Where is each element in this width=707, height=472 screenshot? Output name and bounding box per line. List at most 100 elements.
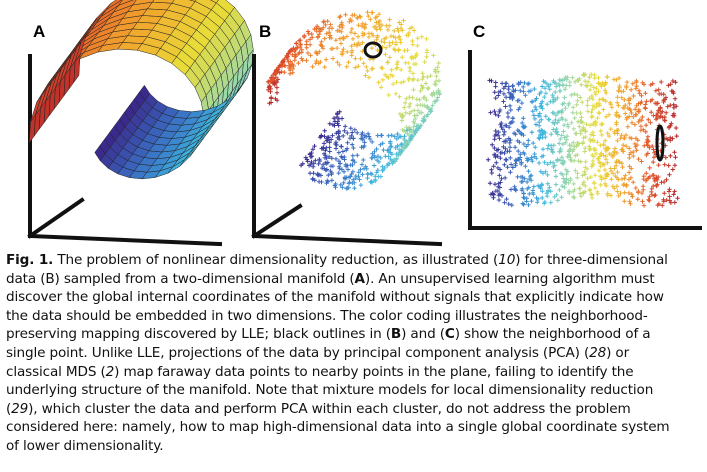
data-point [359, 132, 364, 137]
data-point [545, 188, 551, 193]
data-point [424, 36, 429, 42]
data-point [583, 129, 588, 134]
data-point [591, 133, 596, 138]
data-point [505, 110, 511, 116]
data-point [310, 176, 316, 181]
data-point [599, 132, 604, 138]
data-point [496, 113, 501, 118]
data-point [516, 148, 521, 154]
data-point [435, 65, 440, 70]
data-point [317, 135, 323, 140]
data-point [422, 59, 427, 65]
data-point [622, 176, 627, 181]
data-point [385, 27, 391, 32]
data-point [655, 116, 660, 121]
data-point [554, 158, 560, 163]
data-point [339, 20, 344, 25]
figure-1: A B C [27, 0, 702, 247]
data-point [375, 154, 381, 159]
caption-segment: 10 [498, 252, 516, 268]
data-point [400, 112, 405, 118]
data-point [364, 166, 369, 172]
data-point [357, 14, 362, 19]
data-point [591, 85, 596, 90]
data-point [529, 173, 534, 178]
data-point [343, 12, 348, 17]
data-point [592, 89, 598, 95]
data-point [436, 60, 441, 66]
data-point [496, 184, 501, 189]
data-point [580, 100, 585, 105]
data-point [330, 163, 336, 169]
data-point [538, 132, 543, 137]
data-point [421, 118, 426, 124]
data-point [532, 151, 537, 157]
data-point [279, 62, 284, 68]
data-point [343, 124, 348, 129]
data-point [436, 69, 441, 74]
data-point [365, 10, 370, 15]
mesh-cell [210, 0, 219, 4]
data-point [629, 192, 634, 197]
data-point [610, 171, 616, 176]
data-point [270, 81, 275, 86]
data-point [562, 87, 568, 92]
data-point [403, 100, 408, 106]
data-point [645, 139, 651, 144]
data-point [524, 179, 530, 185]
data-point [550, 120, 556, 125]
data-point [557, 141, 562, 146]
caption-line: data (B) sampled from a two-dimensional … [6, 270, 703, 289]
data-point [650, 143, 655, 149]
data-point [526, 81, 532, 86]
data-point [569, 120, 574, 125]
data-point [615, 138, 620, 143]
data-point [639, 159, 644, 164]
data-point [335, 28, 340, 33]
data-point [398, 80, 404, 85]
caption-segment: B [390, 326, 402, 343]
data-point [428, 73, 433, 79]
data-point [503, 157, 509, 162]
mesh-cell [189, 0, 197, 2]
data-point [327, 121, 332, 126]
mesh-cell [173, 110, 193, 119]
caption-line-0-text: The problem of nonlinear dimensionality … [53, 252, 668, 268]
data-point [668, 200, 674, 205]
data-point [632, 122, 638, 127]
data-point [587, 123, 593, 128]
data-point [339, 154, 344, 159]
data-point [299, 47, 304, 52]
data-point [587, 87, 593, 92]
data-point [507, 140, 512, 146]
data-point [602, 176, 608, 181]
caption-line: considered here: namely, how to map high… [6, 418, 703, 437]
data-point [410, 77, 415, 83]
data-point [337, 15, 342, 20]
data-point [300, 58, 305, 63]
panel-b-point-cloud [265, 10, 442, 191]
data-point [492, 152, 497, 157]
data-point [323, 153, 328, 158]
data-point [493, 80, 498, 85]
data-point [503, 104, 508, 109]
data-point [581, 179, 587, 185]
data-point [605, 160, 610, 165]
data-point [520, 120, 525, 126]
data-point [326, 172, 331, 178]
data-point [390, 40, 395, 45]
data-point [516, 157, 521, 162]
data-point [646, 117, 651, 122]
data-point [621, 182, 626, 188]
caption-segment: ) for three-dimensional [515, 252, 668, 268]
data-point [603, 114, 609, 119]
data-point [571, 189, 576, 194]
data-point [488, 110, 493, 115]
data-point [543, 114, 548, 119]
data-point [338, 41, 344, 46]
data-point [326, 135, 331, 140]
data-point [641, 203, 647, 208]
data-point [516, 80, 521, 86]
data-point [424, 50, 430, 55]
data-point [672, 163, 678, 168]
